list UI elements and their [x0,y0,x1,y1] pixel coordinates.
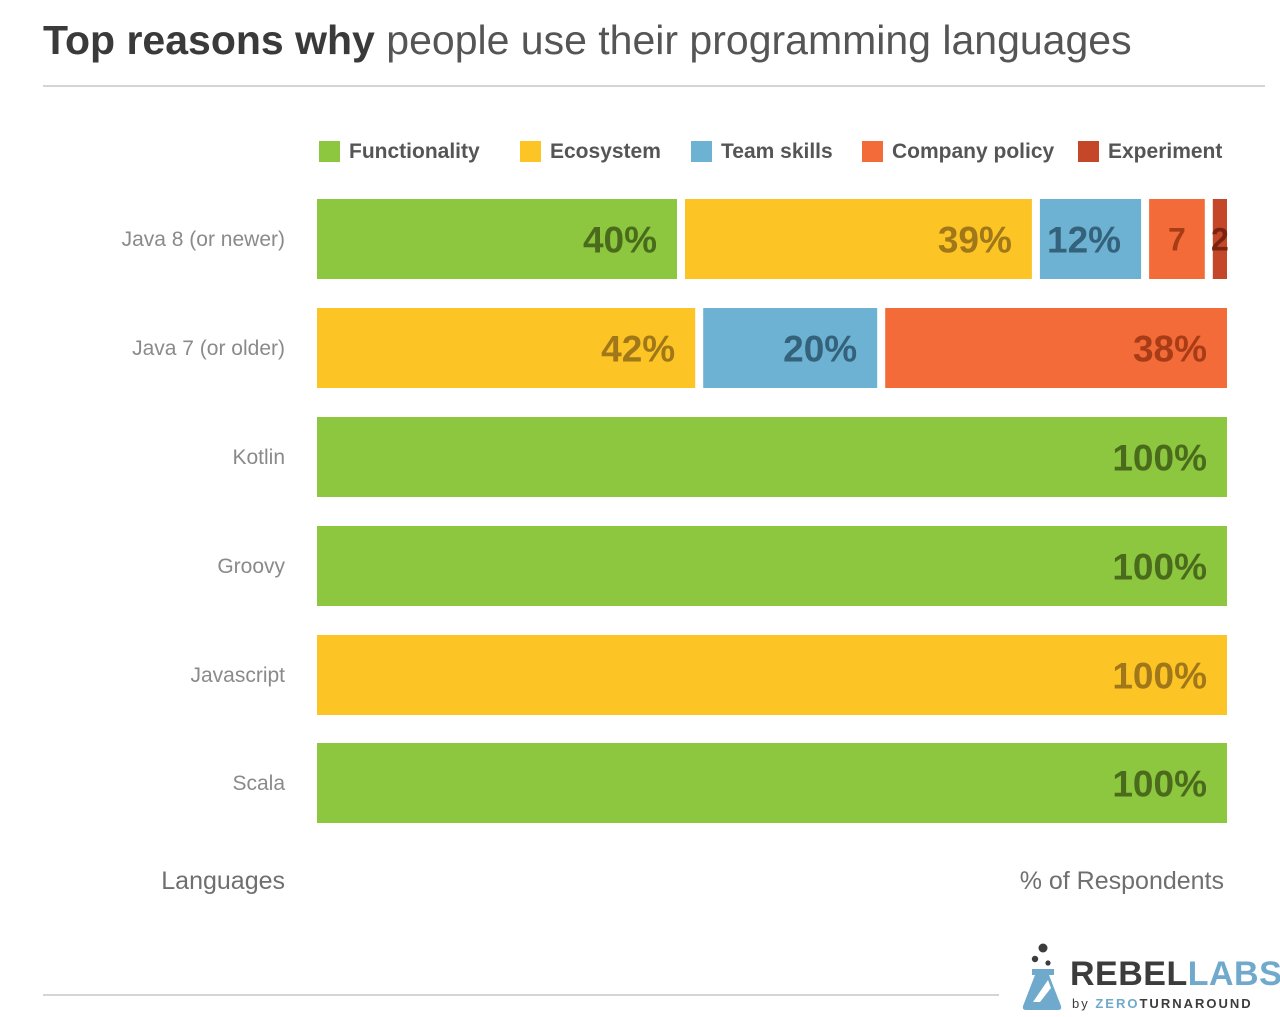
legend-label: Ecosystem [550,140,661,163]
category-label: Java 7 (or older) [132,337,285,360]
chart-title-light: people use their programming languages [386,17,1132,63]
category-label: Groovy [217,555,285,578]
bar-segment-team-skills [703,308,878,388]
legend-swatch [862,141,883,162]
plot-area: Java 8 (or newer) 40% 39% 12% 7 2 Java 7 (or o… [122,199,1229,823]
legend-item-functionality: Functionality [319,140,480,163]
bar-segment-team-skills [1039,199,1142,279]
legend-item-team-skills: Team skills [691,140,833,163]
x-axis-title: % of Respondents [1020,867,1224,895]
data-label: 100% [1112,437,1207,478]
bar-segment-company-policy [885,308,1227,388]
data-label: 12% [1047,219,1121,260]
logo-word-rebel: REBEL [1070,955,1188,993]
bar-row-java-7-or-older: Java 7 (or older) 42% 20% 38% [132,308,1227,388]
bar-segment-functionality [317,526,1227,606]
logo-wordmark: REBELLABS [1070,956,1280,992]
bar-row-javascript: Javascript 100% [190,635,1227,715]
data-label: 2 [1211,222,1229,258]
bar-segment-ecosystem [317,308,696,388]
flask-icon [1022,943,1062,1010]
data-label: 100% [1112,763,1207,804]
legend-label: Team skills [721,140,833,163]
chart-title: Top reasons why people use their program… [43,14,1132,66]
logo-word-labs: LABS [1187,955,1280,993]
bar-segment-ecosystem [317,635,1227,715]
logo-zero: ZERO [1095,996,1140,1011]
legend-item-experiment: Experiment [1078,140,1222,163]
bar-segment-experiment [1212,199,1227,279]
top-divider [43,85,1265,87]
data-label: 100% [1112,655,1207,696]
bar-segment-functionality [317,417,1227,497]
bar-row-kotlin: Kotlin 100% [232,417,1227,497]
legend-item-ecosystem: Ecosystem [520,140,661,163]
legend-swatch [691,141,712,162]
y-axis-title: Languages [161,867,285,895]
data-label: 20% [783,328,857,369]
data-label: 7 [1168,222,1186,258]
data-label: 40% [583,219,657,260]
legend-swatch [319,141,340,162]
bar-segment-functionality [317,199,677,279]
legend-label: Company policy [892,140,1055,163]
category-label: Javascript [190,664,285,687]
data-label: 100% [1112,546,1207,587]
logo-subtitle: by ZEROTURNAROUND [1072,996,1253,1011]
legend-swatch [1078,141,1099,162]
bar-row-java-8-or-newer: Java 8 (or newer) 40% 39% 12% 7 2 [122,199,1229,279]
legend: Functionality Ecosystem Team skills Company… [319,140,1222,163]
legend-label: Functionality [349,140,480,163]
chart-title-bold: Top reasons why [43,17,375,63]
data-label: 42% [601,328,675,369]
data-label: 39% [938,219,1012,260]
rebellabs-logo: REBELLABS by ZEROTURNAROUND [1018,942,1280,1014]
bottom-divider [43,994,999,996]
data-label: 38% [1133,328,1207,369]
logo-turnaround: TURNAROUND [1139,996,1253,1011]
category-label: Java 8 (or newer) [122,228,285,251]
bar-segment-ecosystem [685,199,1032,279]
legend-label: Experiment [1108,140,1222,163]
legend-swatch [520,141,541,162]
bar-segment-company-policy [1149,199,1205,279]
bar-segment-functionality [317,743,1227,823]
category-label: Kotlin [232,446,285,469]
logo-by: by [1072,996,1090,1011]
legend-item-company-policy: Company policy [862,140,1055,163]
bar-row-scala: Scala 100% [232,743,1227,823]
category-label: Scala [232,772,285,795]
bar-row-groovy: Groovy 100% [217,526,1227,606]
